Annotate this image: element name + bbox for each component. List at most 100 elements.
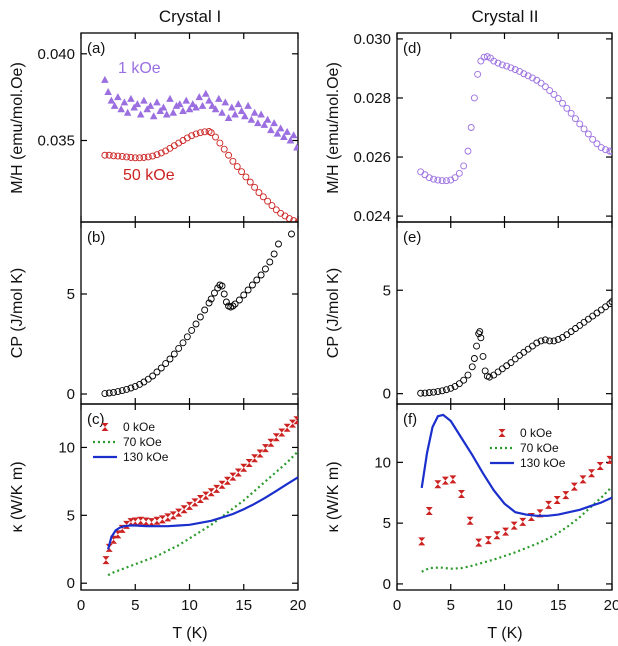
data-point	[550, 90, 558, 98]
data-point	[283, 127, 291, 135]
data-point	[102, 556, 110, 565]
y-tick-label: 0.028	[353, 90, 391, 107]
y-tick-label: 0.035	[37, 133, 75, 150]
data-point	[593, 309, 601, 317]
data-point	[148, 518, 156, 527]
data-point	[434, 480, 442, 489]
data-point	[224, 113, 233, 121]
data-point	[136, 110, 145, 118]
data-point	[567, 109, 575, 117]
series-line-70-koe	[421, 485, 612, 573]
data-point	[480, 53, 488, 61]
panel-frame	[396, 32, 613, 223]
data-point	[262, 265, 269, 273]
y-tick-label: 10	[374, 454, 391, 471]
data-point	[207, 488, 215, 497]
data-point	[597, 306, 605, 314]
data-point	[238, 168, 246, 176]
data-point	[417, 389, 425, 397]
data-point	[246, 178, 254, 186]
data-point	[211, 289, 218, 297]
y-tick-label: 0.024	[353, 208, 391, 225]
data-point	[240, 291, 248, 299]
data-point	[179, 107, 187, 115]
data-point	[192, 103, 200, 111]
data-point	[144, 375, 152, 383]
data-point	[166, 94, 174, 102]
data-point	[441, 476, 449, 485]
data-point	[289, 131, 298, 139]
data-point	[511, 66, 519, 74]
y-tick-label: 0	[383, 386, 391, 403]
y-axis-label: M/H (emu/mol.Oe)	[325, 62, 342, 194]
data-point	[120, 98, 129, 106]
data-point	[188, 132, 196, 140]
data-point	[498, 61, 506, 69]
data-point	[425, 506, 433, 515]
data-point	[608, 148, 612, 156]
data-point	[153, 516, 161, 525]
data-point	[486, 373, 493, 381]
data-point	[123, 108, 132, 116]
data-point	[553, 496, 561, 505]
data-point	[220, 290, 228, 298]
data-point	[470, 355, 478, 362]
data-point	[519, 517, 527, 526]
data-point	[101, 390, 109, 398]
panel-frame	[396, 221, 613, 405]
data-point	[466, 516, 474, 525]
data-point	[434, 388, 442, 396]
data-point	[149, 112, 158, 120]
data-point	[218, 282, 226, 290]
data-point	[140, 154, 148, 161]
data-point	[229, 472, 237, 481]
data-point	[267, 126, 275, 134]
data-point	[554, 95, 562, 103]
y-tick-label: 0.040	[37, 46, 75, 63]
series-line-130-koe	[107, 476, 298, 550]
data-point	[247, 115, 256, 123]
data-point	[470, 94, 478, 102]
data-point	[477, 57, 485, 65]
data-point	[559, 99, 566, 107]
data-point	[507, 64, 515, 72]
data-layer	[418, 413, 612, 573]
data-point	[580, 318, 588, 326]
data-point	[231, 300, 239, 308]
data-point	[251, 183, 259, 191]
panel-frame	[396, 403, 613, 591]
data-point	[188, 326, 196, 334]
data-point	[250, 108, 259, 116]
data-point	[507, 359, 515, 367]
data-point	[493, 531, 501, 540]
data-point	[483, 53, 491, 61]
data-point	[251, 454, 259, 463]
data-point	[447, 384, 455, 392]
data-point	[580, 125, 588, 133]
data-point	[503, 362, 511, 370]
data-point	[146, 101, 155, 109]
data-point	[270, 119, 278, 127]
legend-label: 130 kOe	[520, 456, 566, 470]
data-point	[602, 303, 609, 311]
annotation-50koe: 50 kOe	[123, 167, 175, 184]
data-point	[584, 315, 592, 323]
data-point	[192, 130, 200, 138]
data-point	[443, 177, 450, 185]
data-point	[503, 62, 511, 70]
y-axis-label: κ (W/K m)	[325, 461, 342, 532]
x-tick-label: 20	[604, 597, 618, 614]
data-point	[220, 145, 228, 153]
data-point	[183, 333, 191, 341]
data-point	[196, 129, 204, 137]
legend-swatch	[498, 429, 506, 437]
data-layer	[101, 75, 298, 222]
data-point	[218, 108, 226, 116]
data-point	[166, 355, 174, 363]
data-point	[188, 100, 197, 108]
data-point	[195, 93, 204, 101]
data-point	[430, 388, 437, 396]
data-point	[208, 101, 217, 109]
y-tick-label: 5	[383, 515, 391, 532]
